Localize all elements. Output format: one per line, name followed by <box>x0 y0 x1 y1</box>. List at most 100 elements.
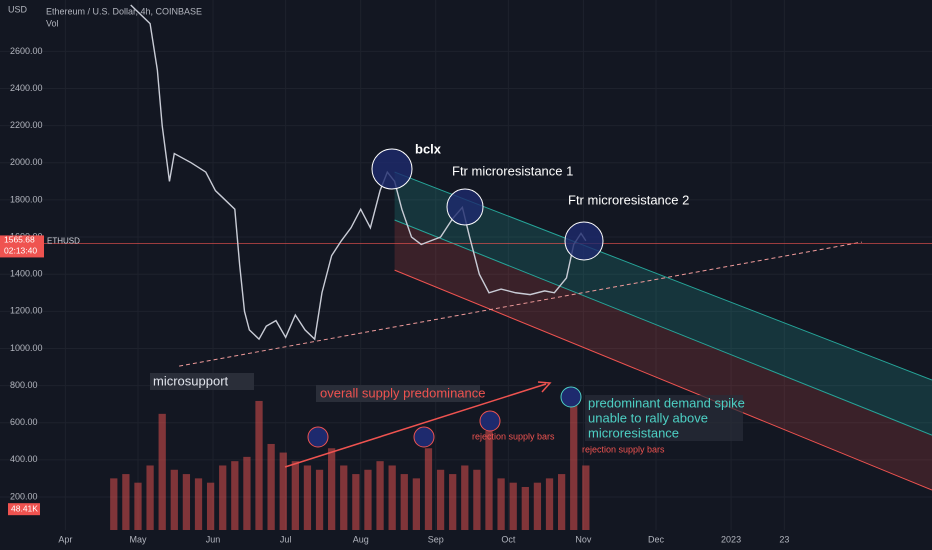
volume-tag-label: 48.41K <box>11 503 38 513</box>
x-tick-label: 2023 <box>721 534 741 544</box>
y-tick-label: 2000.00 <box>10 157 43 167</box>
volume-bar <box>134 482 142 530</box>
highlight-circle <box>446 188 484 226</box>
volume-bar <box>279 452 287 530</box>
volume-bar <box>582 465 590 530</box>
volume-bar <box>291 461 299 530</box>
channel-lower-zone <box>394 219 932 491</box>
volume-circle <box>307 426 329 448</box>
annotation: overall supply predominance <box>320 385 485 400</box>
drawings <box>0 171 932 491</box>
annotation: predominant demand spike <box>588 395 745 410</box>
volume-bar <box>388 465 396 530</box>
y-tick-label: 2200.00 <box>10 120 43 130</box>
y-tick-label: 1000.00 <box>10 343 43 353</box>
symbol-tag: ETHUSD <box>47 237 80 246</box>
volume-bar <box>400 474 408 530</box>
y-tick-label: 600.00 <box>10 417 38 427</box>
axes: 200.00 400.00 600.00 800.00 1000.00 1200.00 14… <box>0 46 789 544</box>
currency: USD <box>8 4 28 14</box>
volume-bar <box>255 400 263 530</box>
price-pane <box>130 4 587 341</box>
volume-bar <box>412 478 421 530</box>
volume-bar <box>315 469 324 530</box>
price-tag <box>0 235 44 258</box>
price-line <box>130 4 587 341</box>
arrow <box>284 383 547 468</box>
label-bg <box>150 373 254 390</box>
volume-bar <box>376 461 384 530</box>
label-bg <box>316 385 480 402</box>
y-tick-label: 1400.00 <box>10 269 43 279</box>
volume-bar <box>497 478 505 530</box>
x-tick-label: 23 <box>779 534 789 544</box>
channel-upper-zone <box>394 172 932 436</box>
x-tick-label: Nov <box>575 534 592 544</box>
annotation: Ftr microresistance 2 <box>568 192 689 207</box>
volume-bar <box>170 469 178 530</box>
price-tag-value: 1565.68 <box>4 235 35 245</box>
x-tick-label: Aug <box>353 534 369 544</box>
y-tick-label: 2600.00 <box>10 46 43 56</box>
chart-title: Ethereum / U.S. Dollar, 4h, COINBASE <box>46 6 202 16</box>
volume-bar <box>206 482 215 530</box>
y-tick-label: 1800.00 <box>10 194 43 204</box>
volume-bar <box>194 478 203 530</box>
volume-bar <box>461 465 469 530</box>
volume-bar <box>243 456 251 530</box>
volume-bar <box>473 469 481 530</box>
volume-bar <box>509 482 517 530</box>
volume-circle <box>560 386 582 408</box>
annotation: unable to rally above <box>588 410 708 425</box>
x-tick-label: Oct <box>501 534 516 544</box>
y-tick-label: 1200.00 <box>10 306 43 316</box>
highlight-circle <box>564 221 604 261</box>
y-tick-label: 800.00 <box>10 380 38 390</box>
volume-bar <box>158 413 166 530</box>
price-tag-countdown: 02:13:40 <box>4 246 37 256</box>
annotation: rejection supply bars <box>582 444 665 454</box>
volume-bar <box>521 486 529 530</box>
volume-bar <box>557 474 566 530</box>
x-tick-label: Apr <box>58 534 72 544</box>
volume-bar <box>219 465 227 530</box>
annotation: microsupport <box>153 373 229 388</box>
volume-bar <box>340 465 348 530</box>
volume-bar <box>424 448 433 530</box>
volume-bar <box>485 431 493 530</box>
annotation: rejection supply bars <box>472 431 555 441</box>
label-bg <box>585 395 743 441</box>
annotation: Ftr microresistance 1 <box>452 163 573 178</box>
arrow-head <box>537 381 552 393</box>
volume-bar <box>328 448 336 530</box>
channel-line <box>394 269 932 491</box>
volume-bar <box>110 478 118 530</box>
highlight-circle <box>371 148 413 190</box>
volume-bar <box>122 474 130 530</box>
y-tick-label: 200.00 <box>10 491 38 501</box>
y-tick-label: 400.00 <box>10 454 38 464</box>
volume-bar <box>146 465 154 530</box>
x-tick-label: Jun <box>206 534 221 544</box>
volume-bar <box>303 465 312 530</box>
volume-bar <box>267 443 275 530</box>
annotation: microresistance <box>588 425 679 440</box>
volume-bar <box>545 478 554 530</box>
volume-bar <box>570 396 578 530</box>
x-tick-label: Sep <box>428 534 444 544</box>
annotations: bclx Ftr microresistance 1 Ftr microresi… <box>150 141 745 468</box>
volume-bar <box>231 461 239 530</box>
x-tick-label: Dec <box>648 534 665 544</box>
volume-circle <box>413 426 435 448</box>
annotation: bclx <box>415 141 442 156</box>
volume-bar <box>352 474 360 530</box>
volume-circle <box>479 410 501 432</box>
volume-pane <box>110 396 590 530</box>
volume-tag <box>8 503 40 516</box>
volume-bar <box>182 474 191 530</box>
volume-bar <box>364 469 372 530</box>
volume-title: Vol <box>46 18 59 28</box>
